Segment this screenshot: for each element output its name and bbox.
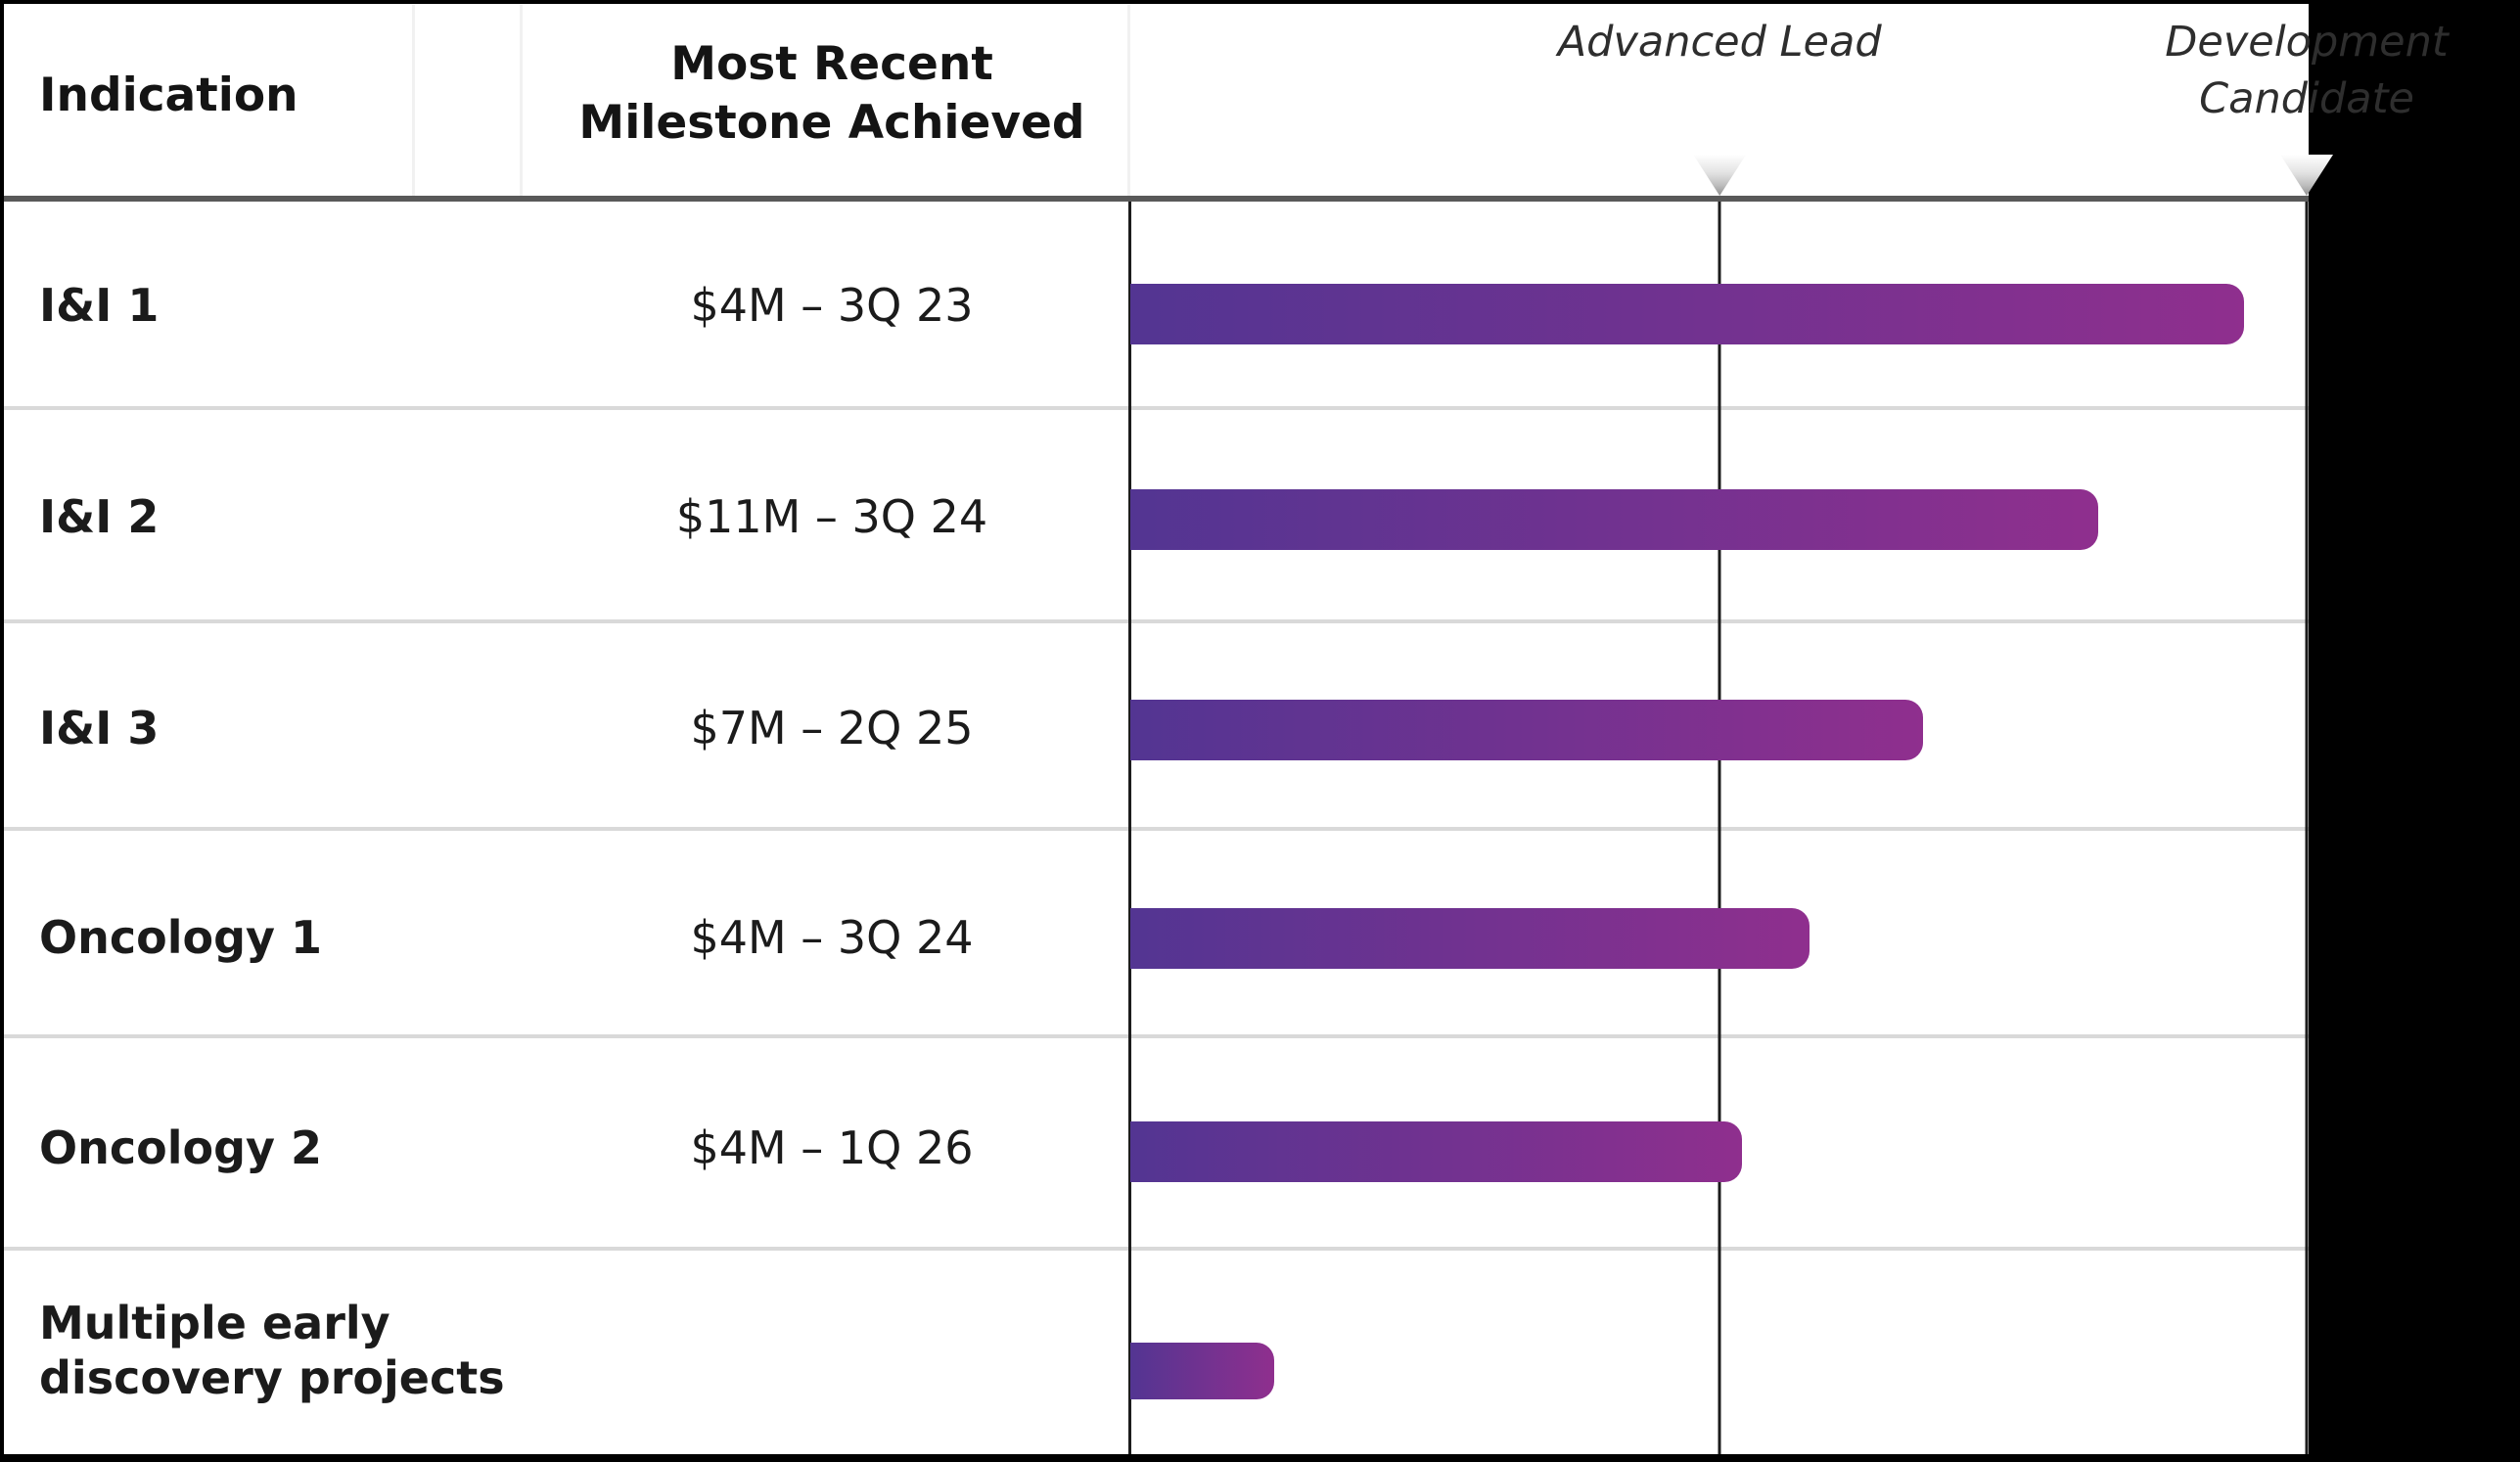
row-label: I&I 1: [39, 279, 160, 332]
stage-marker-triangle-icon: [1693, 155, 1747, 196]
stage-label-advanced-lead: Advanced Lead: [1557, 18, 1882, 67]
chart-baseline: [1128, 202, 1131, 1454]
header-column-divider: [520, 5, 523, 196]
row-milestone: $4M – 1Q 26: [690, 1121, 974, 1174]
row-separator: [4, 827, 2309, 831]
row-separator: [4, 619, 2309, 623]
row-milestone: $11M – 3Q 24: [675, 490, 988, 543]
progress-bar: [1130, 908, 1810, 969]
row-milestone: $4M – 3Q 23: [690, 279, 974, 332]
header-column-divider: [1127, 5, 1130, 196]
row-label: Multiple early discovery projects: [39, 1297, 505, 1404]
advanced-lead-line: [1718, 202, 1721, 1454]
stage-label-development-candidate: Development Candidate: [2165, 18, 2449, 123]
progress-bar: [1130, 284, 2245, 344]
progress-bar: [1130, 489, 2099, 550]
row-separator: [4, 1034, 2309, 1038]
stage-marker-triangle-icon: [2280, 155, 2333, 196]
row-separator: [4, 406, 2309, 410]
row-label: I&I 3: [39, 702, 160, 754]
row-milestone: $4M – 3Q 24: [690, 911, 974, 964]
row-label: Oncology 1: [39, 911, 323, 964]
progress-bar: [1130, 700, 1924, 760]
row-label: I&I 2: [39, 490, 160, 543]
header-column-divider: [412, 5, 415, 196]
development-candidate-line: [2305, 202, 2309, 1454]
row-milestone: $7M – 2Q 25: [690, 702, 974, 754]
stage-header-zone: Advanced Lead Development Candidate: [1130, 0, 2449, 202]
row-separator: [4, 1247, 2309, 1251]
progress-bar: [1130, 1343, 1274, 1399]
row-label: Oncology 2: [39, 1121, 323, 1174]
header-bottom-rule: [4, 196, 2309, 202]
indication-column-header: Indication: [39, 69, 298, 122]
milestone-column-header: Most Recent Milestone Achieved: [578, 37, 1085, 150]
chart-plot-area: [1130, 202, 2309, 1454]
progress-bar: [1130, 1121, 1743, 1182]
